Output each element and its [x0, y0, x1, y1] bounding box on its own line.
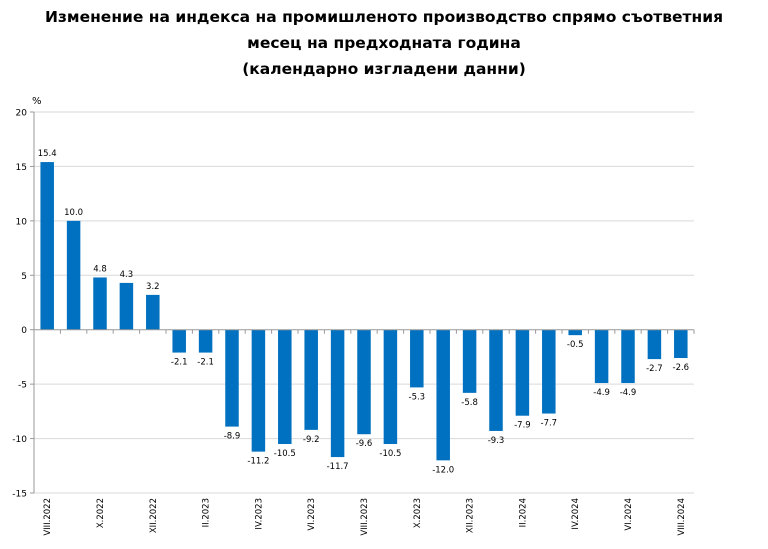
y-tick-label: 0	[21, 326, 27, 336]
data-label: -12.0	[432, 465, 454, 475]
data-label: -9.6	[356, 439, 373, 449]
data-label: -7.7	[541, 419, 558, 429]
x-tick-label: XII.2023	[466, 498, 476, 533]
data-label: -9.2	[303, 435, 320, 445]
bar	[66, 220, 81, 330]
bar	[621, 329, 635, 384]
bar	[251, 329, 266, 452]
data-label: -9.3	[488, 436, 505, 446]
chart-title-line-2: месец на предходната година	[247, 34, 521, 52]
x-tick-label: XII.2022	[149, 498, 159, 533]
data-label: -7.9	[514, 421, 531, 431]
y-tick-label: -15	[12, 490, 27, 500]
data-label: -11.2	[247, 457, 269, 467]
x-tick-label: X.2022	[96, 498, 106, 528]
y-tick-label: 5	[21, 272, 27, 282]
bar	[594, 329, 609, 384]
data-label: -0.5	[567, 340, 584, 350]
bar	[198, 329, 213, 353]
data-label: -2.6	[673, 363, 690, 373]
y-tick-label: 10	[16, 217, 28, 227]
x-tick-label: VI.2023	[307, 498, 317, 531]
x-tick-label: X.2023	[413, 498, 423, 528]
data-label: 3.2	[146, 282, 160, 292]
x-tick-label: VI.2024	[624, 498, 634, 531]
data-label: 4.3	[120, 270, 134, 280]
y-tick-label: -10	[12, 435, 27, 445]
bar	[489, 329, 503, 431]
x-tick-label: II.2023	[202, 498, 212, 527]
data-label: -2.1	[197, 358, 214, 368]
x-tick-label: IV.2023	[254, 498, 264, 530]
data-label: -4.9	[593, 388, 610, 398]
x-tick-label: VIII.2022	[43, 498, 53, 536]
data-label: -10.5	[379, 449, 401, 459]
x-tick-label: IV.2024	[571, 498, 581, 530]
y-tick-label: 20	[16, 109, 28, 119]
data-label: 4.8	[93, 264, 107, 274]
data-label: -2.7	[646, 364, 663, 374]
data-label: -5.8	[461, 398, 478, 408]
y-tick-label: 15	[16, 163, 27, 173]
bar	[357, 329, 371, 435]
data-label: 15.4	[38, 149, 57, 159]
bar	[647, 329, 662, 360]
bar	[410, 329, 424, 388]
bar	[93, 277, 107, 330]
data-label: -4.9	[620, 388, 637, 398]
chart-title: Изменение на индекса на промишленото про…	[0, 4, 768, 82]
y-tick-label: -5	[18, 381, 27, 391]
data-label: 10.0	[64, 208, 83, 218]
bar	[330, 329, 345, 458]
bar	[172, 329, 186, 353]
chart-title-line-1: Изменение на индекса на промишленото про…	[44, 8, 724, 26]
y-axis-label: %	[32, 96, 42, 107]
bar	[462, 329, 477, 393]
bar	[542, 329, 556, 414]
bar	[515, 329, 530, 416]
bar	[568, 329, 582, 336]
data-label: -11.7	[327, 462, 349, 472]
bar	[383, 329, 398, 445]
data-label: -10.5	[274, 449, 296, 459]
data-label: -2.1	[171, 358, 188, 368]
x-tick-label: II.2024	[518, 498, 528, 527]
bar	[674, 329, 688, 359]
bar	[436, 329, 450, 461]
data-label: -8.9	[224, 432, 241, 442]
bar	[146, 294, 160, 330]
bar	[278, 329, 292, 445]
chart-title-line-3: (календарно изгладени данни)	[242, 60, 526, 78]
bar	[119, 282, 134, 330]
bar	[40, 162, 54, 330]
data-label: -5.3	[409, 392, 426, 402]
x-tick-label: VIII.2023	[360, 498, 370, 536]
bar	[225, 329, 239, 427]
bar	[304, 329, 318, 430]
x-tick-label: VIII.2024	[677, 498, 687, 536]
